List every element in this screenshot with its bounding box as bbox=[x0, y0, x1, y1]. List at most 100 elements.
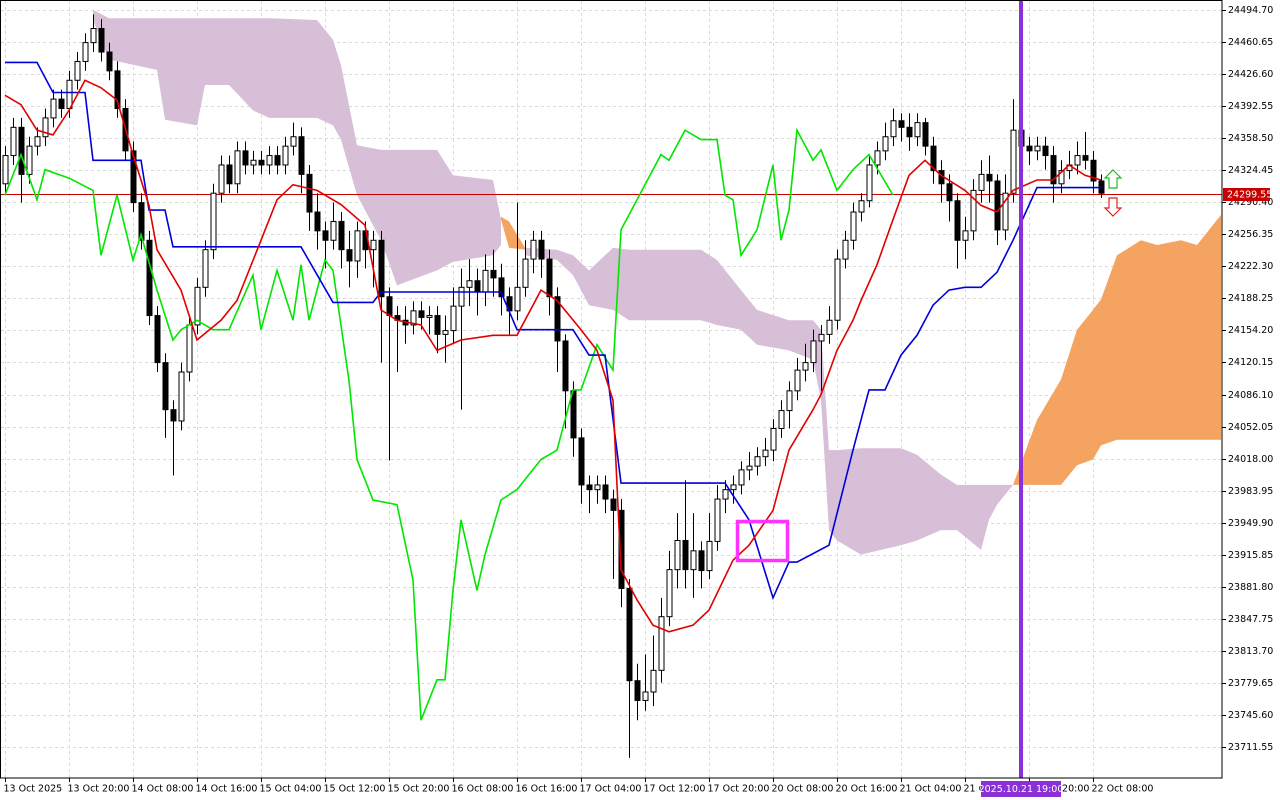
candle-body bbox=[450, 305, 457, 332]
candle-body bbox=[66, 79, 73, 110]
x-tick-label: 20 Oct 16:00 bbox=[836, 784, 898, 795]
candle-body bbox=[234, 150, 241, 185]
marker-label: 2025.10.21 19:00 bbox=[979, 784, 1064, 795]
candle-body bbox=[258, 159, 265, 166]
x-tick-label: 15 Oct 12:00 bbox=[324, 784, 386, 795]
y-tick-label: 23983.95 bbox=[1228, 486, 1273, 497]
plot-area bbox=[1, 1, 1222, 778]
candle-body bbox=[386, 296, 393, 317]
candle-body bbox=[530, 239, 537, 260]
y-tick-label: 24188.25 bbox=[1228, 293, 1273, 304]
candle-body bbox=[946, 183, 953, 202]
candle-body bbox=[770, 427, 777, 451]
y-tick-label: 24460.65 bbox=[1228, 37, 1273, 48]
x-tick-label: 13 Oct 20:00 bbox=[68, 784, 130, 795]
candle-body bbox=[186, 324, 193, 373]
candle-body bbox=[826, 319, 833, 335]
candle-body bbox=[218, 164, 225, 194]
x-tick-label: 20 Oct 08:00 bbox=[772, 784, 834, 795]
candle-body bbox=[74, 60, 81, 81]
candle-body bbox=[42, 117, 49, 138]
candle-body bbox=[546, 258, 553, 298]
candle-body bbox=[786, 390, 793, 412]
candle-body bbox=[162, 362, 169, 411]
candle-body bbox=[282, 145, 289, 166]
candle-body bbox=[1034, 145, 1041, 152]
x-tick-label: 13 Oct 2025 bbox=[4, 784, 63, 795]
candle-body bbox=[994, 180, 1001, 231]
y-tick-label: 24052.05 bbox=[1228, 422, 1273, 433]
candle-body bbox=[378, 239, 385, 298]
candle-body bbox=[802, 362, 809, 371]
y-tick-label: 23847.75 bbox=[1228, 614, 1273, 625]
candle-body bbox=[762, 449, 769, 458]
buy-arrow bbox=[1103, 169, 1123, 189]
candle-body bbox=[114, 70, 121, 110]
x-tick-label: 14 Oct 16:00 bbox=[196, 784, 258, 795]
candle-body bbox=[306, 173, 313, 213]
candle-body bbox=[346, 249, 353, 262]
candle-body bbox=[138, 202, 145, 241]
plot-frame bbox=[0, 0, 1223, 779]
candle-body bbox=[426, 315, 433, 318]
y-tick-label: 23915.85 bbox=[1228, 550, 1273, 561]
candle-body bbox=[442, 330, 449, 335]
candle-body bbox=[1002, 192, 1009, 231]
cloud bbox=[93, 9, 501, 286]
candle-body bbox=[970, 189, 977, 232]
y-tick-label: 24120.15 bbox=[1228, 357, 1273, 368]
candle-body bbox=[690, 550, 697, 571]
candle-body bbox=[754, 456, 761, 467]
marker-label-box bbox=[981, 781, 1061, 797]
candle-body bbox=[10, 126, 17, 157]
candle-body bbox=[858, 200, 865, 213]
candle-body bbox=[250, 159, 257, 166]
y-tick-label: 24086.10 bbox=[1228, 390, 1273, 401]
sell-arrow bbox=[1103, 197, 1123, 217]
candle-body bbox=[738, 469, 745, 486]
candle-body bbox=[242, 150, 249, 166]
candle-body bbox=[354, 230, 361, 262]
y-tick-label: 24018.00 bbox=[1228, 454, 1273, 465]
y-tick-label: 24222.30 bbox=[1228, 261, 1273, 272]
candle-body bbox=[674, 539, 681, 571]
x-tick-label: 22 Oct 08:00 bbox=[1092, 784, 1154, 795]
candle-body bbox=[2, 155, 9, 185]
x-tick-label: 17 Oct 20:00 bbox=[708, 784, 770, 795]
candle-body bbox=[778, 410, 785, 429]
candle-body bbox=[522, 258, 529, 288]
candle-body bbox=[706, 540, 713, 572]
cloud bbox=[501, 216, 525, 250]
candle-body bbox=[794, 369, 801, 392]
candle-body bbox=[1058, 170, 1065, 185]
candle-body bbox=[322, 230, 329, 241]
candle-body bbox=[314, 211, 321, 232]
y-tick-label: 23881.80 bbox=[1228, 582, 1273, 593]
y-tick-label: 23949.90 bbox=[1228, 518, 1273, 529]
y-tick-label: 24358.50 bbox=[1228, 133, 1273, 144]
candle-body bbox=[1042, 145, 1049, 157]
candle-body bbox=[562, 340, 569, 392]
candle-body bbox=[474, 280, 481, 293]
candle-body bbox=[194, 286, 201, 326]
candle-body bbox=[514, 286, 521, 312]
candle-body bbox=[34, 136, 41, 147]
candle-body bbox=[626, 587, 633, 682]
cloud bbox=[1013, 214, 1221, 485]
candle-body bbox=[170, 409, 177, 422]
y-tick-label: 24290.40 bbox=[1228, 197, 1273, 208]
candle-body bbox=[834, 258, 841, 321]
candle-body bbox=[98, 28, 105, 53]
candle-body bbox=[26, 145, 33, 175]
x-tick-label: 21 Oct 04:00 bbox=[900, 784, 962, 795]
y-tick-label: 24392.55 bbox=[1228, 101, 1273, 112]
candle-body bbox=[202, 249, 209, 288]
candle-body bbox=[226, 164, 233, 185]
candle-body bbox=[730, 484, 737, 491]
candle-body bbox=[90, 28, 97, 44]
candle-body bbox=[290, 136, 297, 147]
candle-body bbox=[898, 120, 905, 128]
indicator-line bbox=[4, 79, 1102, 633]
candle-body bbox=[890, 120, 897, 138]
candle-body bbox=[866, 164, 873, 202]
